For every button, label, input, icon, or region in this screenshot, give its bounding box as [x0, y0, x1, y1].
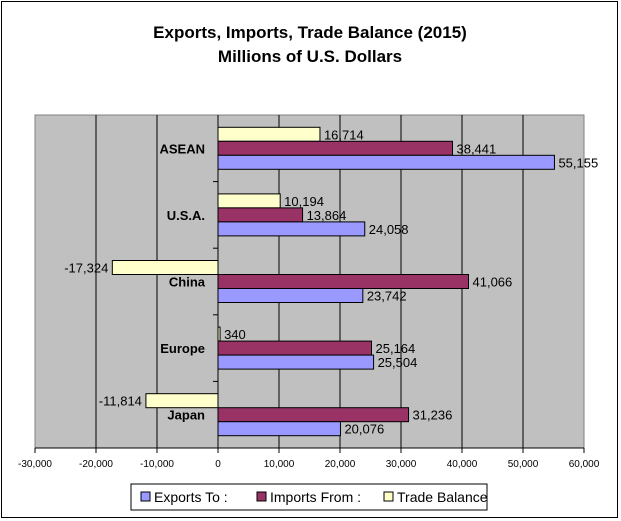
- legend-entry: Trade Balance: [397, 489, 488, 505]
- category-label: ASEAN: [159, 141, 205, 156]
- category-label: Japan: [167, 408, 205, 423]
- category-label: China: [169, 275, 206, 290]
- legend-entry: Imports From :: [270, 489, 361, 505]
- x-tick-label: -30,000: [18, 459, 52, 470]
- data-label: -17,324: [64, 261, 108, 276]
- data-label: 25,504: [378, 355, 418, 370]
- x-tick-label: 30,000: [386, 459, 417, 470]
- data-label: 23,742: [367, 289, 407, 304]
- x-tick-label: -10,000: [140, 459, 174, 470]
- data-label: 10,194: [284, 194, 324, 209]
- bar: [217, 154, 555, 170]
- x-tick-label: 20,000: [325, 459, 356, 470]
- bar: [217, 354, 375, 370]
- x-tick-label: 50,000: [508, 459, 539, 470]
- x-tick-label: 10,000: [264, 459, 295, 470]
- legend: Exports To : Imports From : Trade Balance: [130, 483, 488, 511]
- bar: [217, 221, 366, 237]
- data-label: 13,864: [307, 208, 347, 223]
- bar: [217, 288, 364, 303]
- data-label: 55,155: [558, 155, 598, 170]
- bar: [217, 126, 321, 142]
- legend-box: [130, 483, 488, 511]
- data-label: 41,066: [473, 275, 513, 290]
- data-label: -11,814: [99, 394, 142, 409]
- bar: [111, 260, 219, 275]
- category-label: U.S.A.: [167, 208, 205, 223]
- legend-swatch: [140, 491, 151, 502]
- legend-entry: Exports To :: [154, 489, 228, 505]
- chart-title: Exports, Imports, Trade Balance (2015): [153, 23, 467, 42]
- bar: [217, 274, 470, 289]
- data-label: 16,714: [324, 127, 364, 142]
- legend-swatch: [383, 491, 394, 502]
- data-label: 31,236: [413, 408, 453, 423]
- bar: [217, 193, 281, 209]
- data-label: 340: [224, 327, 246, 342]
- chart-subtitle: Millions of U.S. Dollars: [218, 47, 402, 66]
- bar: [217, 340, 373, 356]
- x-tick-label: 0: [215, 459, 221, 470]
- bar: [217, 421, 341, 437]
- bar: [217, 207, 304, 223]
- x-tick-label: -20,000: [79, 459, 113, 470]
- bar: [217, 140, 453, 156]
- data-label: 38,441: [456, 141, 496, 156]
- category-label: Europe: [160, 341, 205, 356]
- bar: [217, 407, 410, 423]
- data-label: 25,164: [376, 341, 416, 356]
- legend-swatch: [256, 491, 267, 502]
- bar: [145, 393, 219, 409]
- data-label: 24,058: [369, 222, 409, 237]
- x-tick-label: 40,000: [447, 459, 478, 470]
- x-tick-label: 60,000: [569, 459, 600, 470]
- data-label: 20,076: [344, 422, 384, 437]
- bar: [217, 326, 221, 342]
